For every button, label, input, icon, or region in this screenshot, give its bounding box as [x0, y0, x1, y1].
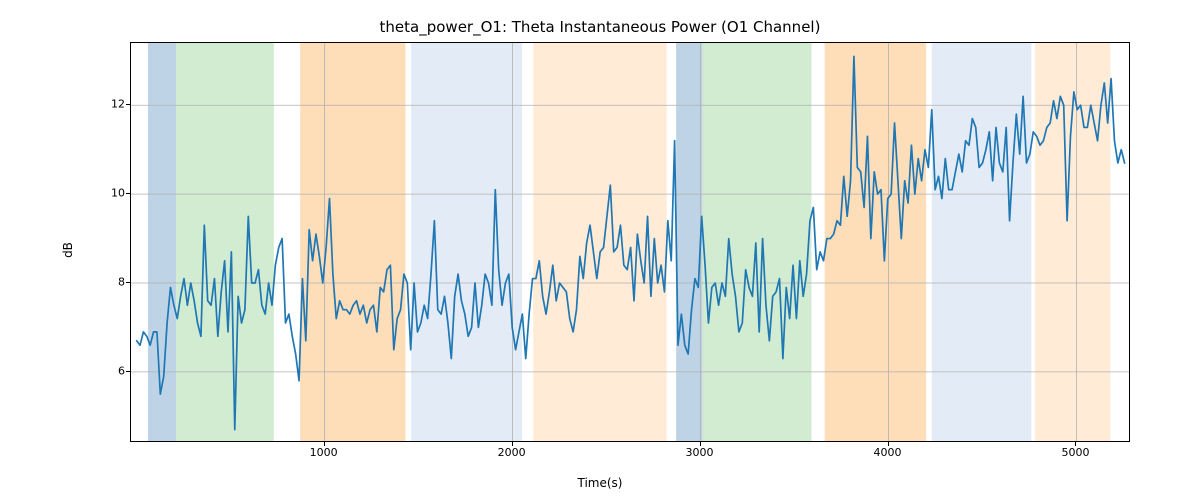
background-band [702, 43, 811, 442]
xtick-label: 1000 [310, 446, 338, 459]
ytick-label: 12 [85, 98, 125, 111]
ytick-mark [126, 104, 130, 105]
x-axis-label: Time(s) [0, 476, 1200, 490]
xtick-label: 4000 [874, 446, 902, 459]
background-band [932, 43, 1032, 442]
xtick-mark [512, 442, 513, 446]
ytick-mark [126, 193, 130, 194]
background-band [676, 43, 702, 442]
xtick-label: 2000 [498, 446, 526, 459]
ytick-mark [126, 282, 130, 283]
xtick-label: 3000 [686, 446, 714, 459]
plot-area [130, 42, 1130, 442]
ytick-mark [126, 371, 130, 372]
background-band [825, 43, 927, 442]
ytick-label: 8 [85, 276, 125, 289]
background-band [176, 43, 274, 442]
plot-svg [131, 43, 1130, 442]
y-axis-label-container: dB [58, 0, 78, 500]
xtick-mark [1075, 442, 1076, 446]
xtick-mark [888, 442, 889, 446]
xtick-mark [700, 442, 701, 446]
chart-title: theta_power_O1: Theta Instantaneous Powe… [0, 18, 1200, 36]
ytick-label: 10 [85, 187, 125, 200]
background-band [300, 43, 405, 442]
y-axis-label: dB [61, 242, 75, 258]
background-band [411, 43, 522, 442]
xtick-label: 5000 [1061, 446, 1089, 459]
xtick-mark [324, 442, 325, 446]
figure: theta_power_O1: Theta Instantaneous Powe… [0, 0, 1200, 500]
ytick-label: 6 [85, 364, 125, 377]
